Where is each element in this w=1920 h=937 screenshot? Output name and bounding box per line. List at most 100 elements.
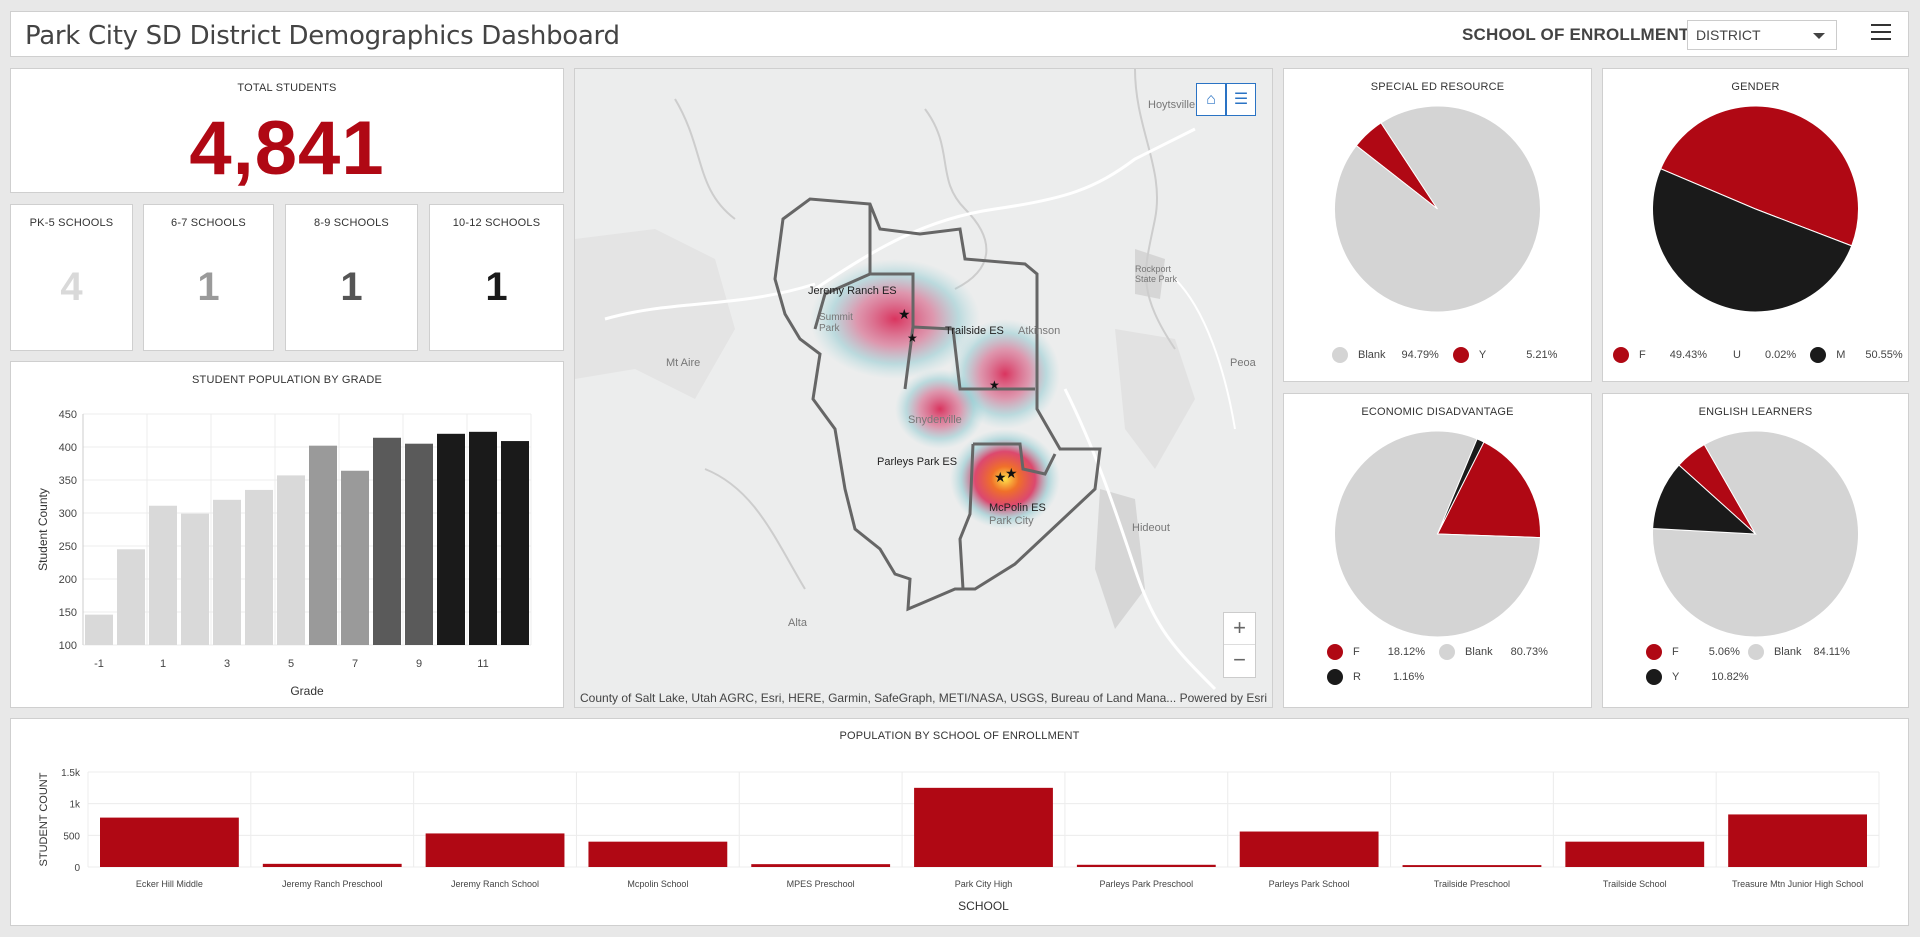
legend-key: M — [1836, 349, 1846, 361]
legend-pct: 94.79% — [1401, 349, 1439, 361]
legend-pct: 5.21% — [1526, 349, 1558, 361]
x-tick-label: Jeremy Ranch Preschool — [282, 879, 383, 889]
pie-slice-r — [1437, 438, 1485, 535]
pie-slice-blank — [1334, 105, 1541, 313]
pk5-schools-value: 4 — [60, 265, 83, 309]
map-label-jeremy-ranch: Jeremy Ranch ES — [808, 285, 897, 297]
legend-pct: 0.02% — [1765, 349, 1797, 361]
ell-title: ENGLISH LEARNERS — [1698, 406, 1813, 418]
map-label-alta: Alta — [788, 617, 807, 629]
svg-text:★: ★ — [994, 470, 1007, 486]
pk5-schools-panel: PK-5 SCHOOLS 4 — [10, 204, 133, 351]
y-axis-label: STUDENT COUNT — [38, 772, 50, 866]
grade-bar — [277, 475, 305, 645]
grade67-schools-value: 1 — [197, 265, 220, 309]
total-students-label: TOTAL STUDENTS — [237, 82, 337, 94]
y-tick-label: 0 — [74, 863, 80, 874]
map-label-mcpolin: McPolin ES — [989, 502, 1046, 514]
gender-title: GENDER — [1731, 81, 1780, 93]
legend-key: F — [1639, 349, 1646, 361]
grade-bar — [469, 431, 497, 645]
ell-pie — [1652, 430, 1859, 638]
grade-bar — [405, 443, 433, 645]
svg-text:★: ★ — [989, 378, 1000, 392]
y-tick-label: 250 — [59, 541, 77, 553]
list-icon[interactable]: ☰ — [1226, 83, 1256, 116]
school-bar — [914, 787, 1053, 867]
legend-key: U — [1733, 349, 1741, 361]
legend-pct: 18.12% — [1387, 646, 1426, 658]
enrollment-map[interactable]: ★ ★ ★ ★ ★ Hoytsville Rockport State Park… — [574, 68, 1273, 708]
map-label-peoa: Peoa — [1230, 357, 1256, 369]
pie-slice-f — [1660, 105, 1859, 247]
map-label-hoytsville: Hoytsville — [1148, 99, 1196, 111]
x-tick-label: Jeremy Ranch School — [451, 879, 539, 889]
y-tick-label: 400 — [59, 442, 77, 454]
zoom-out-button[interactable]: − — [1233, 647, 1246, 672]
y-tick-label: 200 — [59, 574, 77, 586]
gender-pie — [1652, 105, 1859, 313]
special-ed-pie — [1334, 105, 1541, 313]
grade-bar — [117, 549, 145, 645]
econ-pie — [1334, 430, 1541, 638]
powered-by-esri[interactable]: Powered by Esri — [1179, 691, 1267, 705]
y-tick-label: 500 — [63, 831, 80, 842]
school-chart-panel: POPULATION BY SCHOOL OF ENROLLMENT 0 500 1… — [10, 718, 1909, 926]
econ-legend-row1: F 18.12% Blank 80.73% — [1327, 644, 1548, 660]
grade-bar — [309, 445, 337, 645]
zoom-controls: + − — [1223, 612, 1256, 678]
school-bar — [425, 833, 565, 867]
map-label-hideout: Hideout — [1132, 522, 1170, 534]
map-attribution[interactable]: County of Salt Lake, Utah AGRC, Esri, HE… — [580, 691, 1177, 705]
school-bar — [100, 817, 239, 867]
school-chart-title: POPULATION BY SCHOOL OF ENROLLMENT — [839, 730, 1080, 742]
ell-legend-row2: Y 10.82% — [1646, 669, 1749, 685]
legend-pct: 50.55% — [1865, 349, 1903, 361]
x-tick-label: Ecker Hill Middle — [136, 879, 203, 889]
y-axis-label: Student County — [36, 488, 50, 571]
grade-bar — [85, 614, 113, 645]
x-axis-label: Grade — [290, 684, 324, 698]
legend-key: Blank — [1773, 646, 1802, 658]
grade1012-schools-value: 1 — [485, 265, 508, 309]
gender-legend: F 49.43% U 0.02% M 50.55% — [1613, 347, 1903, 363]
legend-pct: 84.11% — [1813, 646, 1850, 658]
enrollment-select-label: SCHOOL OF ENROLLMENT — [1462, 25, 1690, 44]
legend-pct: 5.06% — [1708, 646, 1740, 658]
x-tick-label: 9 — [416, 658, 422, 670]
x-axis-label: SCHOOL — [958, 899, 1009, 913]
zoom-in-button[interactable]: + — [1224, 613, 1255, 645]
ell-legend-row1: F 5.06% Blank 84.11% — [1646, 644, 1850, 660]
pie-slice-f — [1436, 441, 1541, 539]
grade-bar — [181, 513, 209, 645]
grade-bar — [437, 433, 465, 645]
school-bar — [1076, 864, 1216, 867]
special-ed-panel: SPECIAL ED RESOURCE Blank 94.79% Y 5.21% — [1283, 68, 1592, 382]
legend-key: Y — [1478, 349, 1487, 361]
svg-text:★: ★ — [898, 307, 911, 323]
gender-panel: GENDER F 49.43% U 0.02% M 50.55% — [1602, 68, 1909, 382]
legend-pct: 1.16% — [1392, 671, 1425, 683]
x-tick-label: Parleys Park School — [1269, 879, 1350, 889]
pie-slice-y — [1652, 464, 1757, 535]
legend-pct: 10.82% — [1711, 671, 1749, 683]
home-icon[interactable]: ⌂ — [1196, 83, 1226, 116]
enrollment-select[interactable]: DISTRICT — [1687, 20, 1837, 50]
grade67-schools-label: 6-7 SCHOOLS — [171, 217, 246, 229]
legend-key: Blank — [1358, 349, 1386, 361]
econ-panel: ECONOMIC DISADVANTAGE F 18.12% Blank 80.73… — [1283, 393, 1592, 708]
x-tick-label: 3 — [224, 658, 230, 670]
page-title: Park City SD District Demographics Dashb… — [25, 21, 620, 51]
hamburger-menu-icon[interactable] — [1871, 24, 1891, 44]
special-ed-title: SPECIAL ED RESOURCE — [1370, 81, 1505, 93]
map-canvas: ★ ★ ★ ★ ★ — [575, 69, 1236, 691]
enrollment-select-value: DISTRICT — [1696, 27, 1761, 43]
y-tick-label: 1k — [69, 800, 81, 811]
map-label-parleys-park: Parleys Park ES — [877, 456, 958, 468]
school-bar — [588, 841, 728, 867]
grade89-schools-panel: 8-9 SCHOOLS 1 — [285, 204, 418, 351]
legend-pct: 80.73% — [1510, 646, 1548, 658]
x-tick-label: Park City High — [955, 879, 1013, 889]
pk5-schools-label: PK-5 SCHOOLS — [29, 217, 114, 229]
map-label-atkinson: Atkinson — [1018, 325, 1061, 337]
